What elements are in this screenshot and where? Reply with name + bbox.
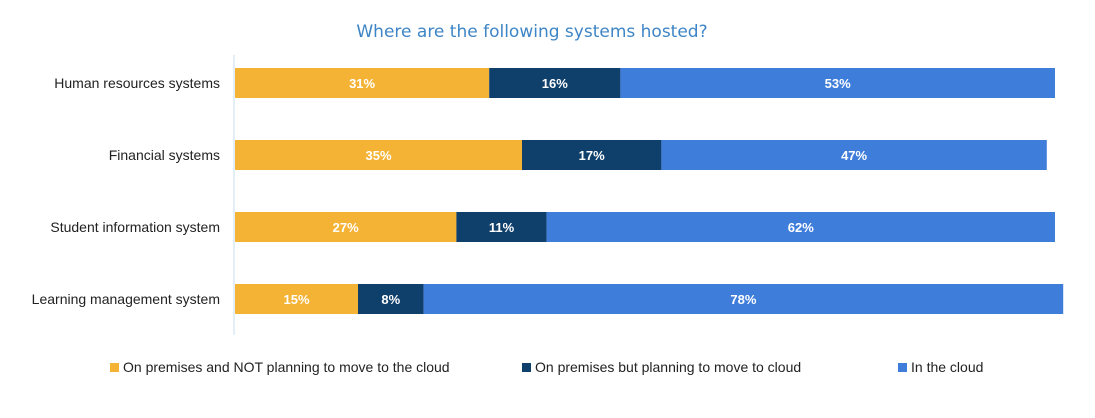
bar-segment bbox=[235, 68, 490, 98]
data-label: 35% bbox=[365, 148, 391, 163]
data-label: 27% bbox=[333, 220, 359, 235]
legend-label: On premises but planning to move to clou… bbox=[535, 359, 801, 375]
bars-group: Human resources systems 31% 16% 53% Financia… bbox=[32, 68, 1064, 314]
bar-segment bbox=[235, 284, 358, 314]
data-label: 17% bbox=[579, 148, 605, 163]
data-label: 8% bbox=[381, 292, 400, 307]
legend-swatch bbox=[522, 363, 531, 372]
category-label: Student information system bbox=[50, 219, 220, 235]
bar-segment bbox=[522, 140, 662, 170]
bar-segment bbox=[235, 212, 457, 242]
bar-segment bbox=[661, 140, 1047, 170]
legend-label: On premises and NOT planning to move to … bbox=[123, 359, 450, 375]
data-label: 15% bbox=[283, 292, 309, 307]
bar-segment bbox=[546, 212, 1055, 242]
bar-segment bbox=[235, 140, 522, 170]
data-label: 47% bbox=[841, 148, 867, 163]
legend-label: In the cloud bbox=[911, 359, 983, 375]
data-label: 78% bbox=[730, 292, 756, 307]
bar-segment bbox=[456, 212, 547, 242]
data-label: 31% bbox=[349, 76, 375, 91]
bar-segment bbox=[358, 284, 424, 314]
legend-swatch bbox=[898, 363, 907, 372]
data-label: 53% bbox=[825, 76, 851, 91]
bar-segment bbox=[620, 68, 1055, 98]
category-label: Human resources systems bbox=[54, 75, 220, 91]
bar-segment bbox=[423, 284, 1064, 314]
data-label: 16% bbox=[542, 76, 568, 91]
data-label: 62% bbox=[788, 220, 814, 235]
category-label: Learning management system bbox=[32, 291, 220, 307]
chart-title: Where are the following systems hosted? bbox=[356, 22, 707, 42]
legend-swatch bbox=[110, 363, 119, 372]
legend: On premises and NOT planning to move to … bbox=[110, 359, 983, 375]
bar-segment bbox=[489, 68, 621, 98]
data-label: 11% bbox=[489, 220, 515, 235]
category-label: Financial systems bbox=[109, 147, 220, 163]
